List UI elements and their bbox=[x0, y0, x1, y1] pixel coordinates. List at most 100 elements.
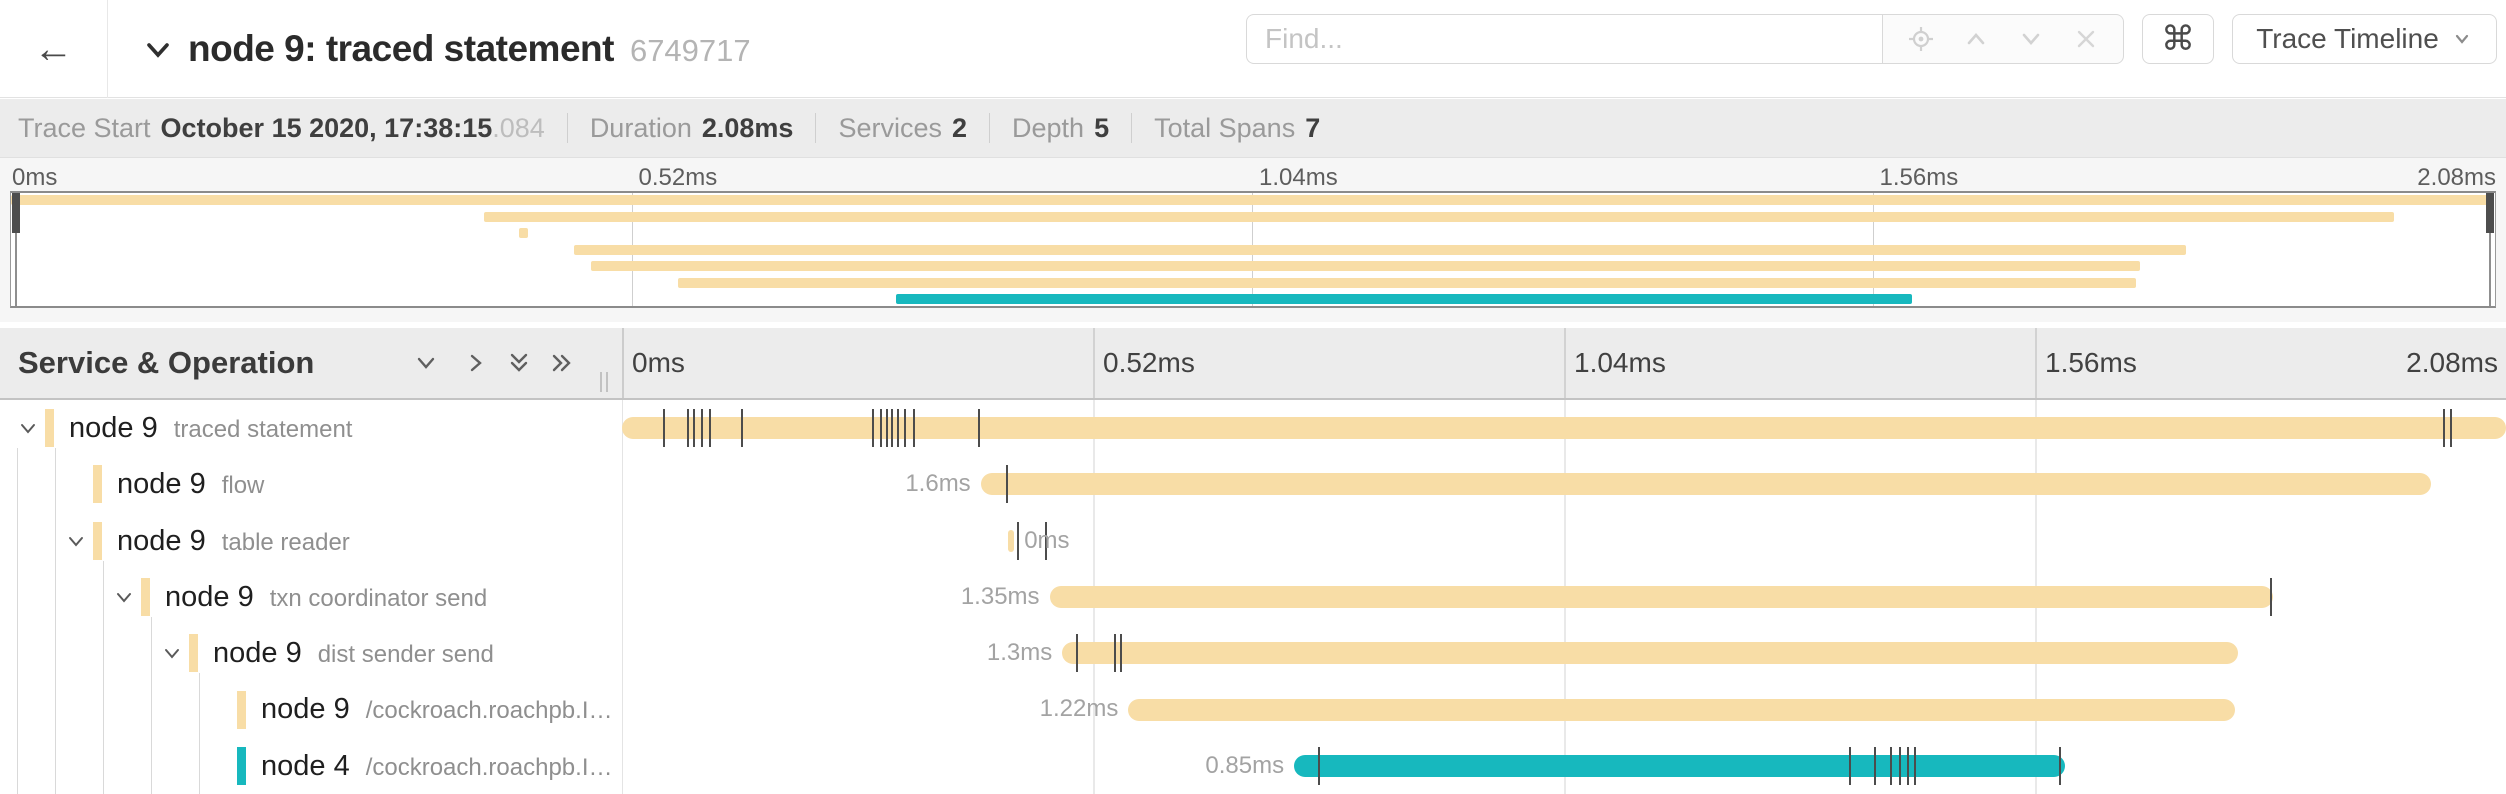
span-log-tick[interactable] bbox=[1317, 746, 1320, 785]
next-result-icon[interactable] bbox=[2016, 24, 2046, 54]
find-input[interactable] bbox=[1246, 14, 1882, 64]
span-log-tick[interactable] bbox=[1907, 746, 1910, 785]
span-row[interactable]: node 4/cockroach.roachpb.I… 0.85ms bbox=[0, 738, 2506, 794]
span-log-tick[interactable] bbox=[1044, 521, 1047, 560]
summary-value: 2 bbox=[951, 112, 968, 143]
view-selector-button[interactable]: Trace Timeline bbox=[2232, 14, 2497, 64]
timeline-header-gridline bbox=[2035, 328, 2037, 398]
minimap-axis-label: 0.52ms bbox=[638, 164, 718, 191]
span-duration-label: 0.85ms bbox=[1205, 751, 1285, 779]
span-duration-label: 1.6ms bbox=[905, 470, 971, 498]
span-log-tick[interactable] bbox=[662, 409, 665, 448]
span-row[interactable]: node 9/cockroach.roachpb.I… 1.22ms bbox=[0, 681, 2506, 737]
span-duration-bar[interactable] bbox=[1049, 585, 2274, 608]
span-log-tick[interactable] bbox=[2059, 746, 2062, 785]
span-collapse-chevron-icon[interactable] bbox=[159, 640, 185, 666]
collapse-one-icon[interactable] bbox=[410, 347, 442, 379]
span-collapse-chevron-icon[interactable] bbox=[63, 528, 89, 554]
span-log-tick[interactable] bbox=[912, 409, 915, 448]
span-row[interactable]: node 9 table reader 0ms bbox=[0, 513, 2506, 569]
service-color-chip bbox=[237, 690, 246, 729]
page-title: node 9: traced statement 6749717 bbox=[188, 0, 751, 98]
operation-name: traced statement bbox=[173, 416, 353, 443]
span-duration-bar[interactable] bbox=[1062, 642, 2238, 665]
span-row[interactable]: node 9 dist sender send 1.3ms bbox=[0, 625, 2506, 681]
span-log-tick[interactable] bbox=[1005, 465, 1008, 504]
expand-one-icon[interactable] bbox=[460, 347, 492, 379]
span-log-tick[interactable] bbox=[687, 409, 690, 448]
span-log-tick[interactable] bbox=[740, 409, 743, 448]
minimap-canvas[interactable] bbox=[10, 191, 2496, 308]
span-log-tick[interactable] bbox=[1113, 634, 1116, 673]
span-name-cell[interactable]: node 9 table reader bbox=[117, 513, 350, 569]
span-duration-bar[interactable] bbox=[622, 417, 2506, 440]
span-duration-label: 1.22ms bbox=[1039, 695, 1119, 723]
span-log-tick[interactable] bbox=[1120, 634, 1123, 673]
trace-collapse-toggle[interactable] bbox=[138, 30, 178, 70]
timeline-axis-label: 2.08ms bbox=[2406, 347, 2498, 378]
span-log-tick[interactable] bbox=[977, 409, 980, 448]
span-log-tick[interactable] bbox=[890, 409, 893, 448]
locate-icon[interactable] bbox=[1906, 24, 1936, 54]
span-log-tick[interactable] bbox=[1016, 521, 1019, 560]
span-log-tick[interactable] bbox=[1849, 746, 1852, 785]
span-row[interactable]: node 9 traced statement bbox=[0, 400, 2506, 456]
column-resize-grip[interactable] bbox=[600, 372, 614, 392]
span-log-tick[interactable] bbox=[2443, 409, 2446, 448]
expand-all-icon[interactable] bbox=[546, 347, 578, 379]
minimap-span-bar bbox=[574, 244, 2187, 255]
span-log-tick[interactable] bbox=[708, 409, 711, 448]
scrubber-right-edge bbox=[2489, 233, 2491, 306]
span-log-tick[interactable] bbox=[2449, 409, 2452, 448]
summary-item: Total Spans 7 bbox=[1154, 113, 1320, 144]
chevron-down-icon bbox=[147, 43, 169, 58]
span-row[interactable]: node 9 flow 1.6ms bbox=[0, 456, 2506, 512]
minimap-span-bar bbox=[519, 228, 528, 239]
span-duration-bar[interactable] bbox=[1128, 698, 2236, 721]
span-name-cell[interactable]: node 9 txn coordinator send bbox=[165, 569, 487, 625]
operation-name: txn coordinator send bbox=[269, 584, 488, 612]
span-collapse-chevron-icon[interactable] bbox=[111, 584, 137, 610]
span-log-tick[interactable] bbox=[880, 409, 883, 448]
span-name-cell[interactable]: node 9 flow bbox=[117, 456, 264, 512]
back-button[interactable]: ← bbox=[0, 0, 108, 98]
span-name-cell[interactable]: node 9 traced statement bbox=[69, 400, 352, 456]
span-name-cell[interactable]: node 9 dist sender send bbox=[213, 625, 494, 681]
summary-item: Duration 2.08ms bbox=[590, 113, 794, 144]
tree-guide-line bbox=[55, 448, 56, 794]
service-name: node 9 bbox=[69, 412, 158, 444]
span-row[interactable]: node 9 txn coordinator send 1.35ms bbox=[0, 569, 2506, 625]
span-log-tick[interactable] bbox=[1075, 634, 1078, 673]
span-log-tick[interactable] bbox=[700, 409, 703, 448]
span-duration-label: 0ms bbox=[1024, 526, 1070, 554]
span-log-tick[interactable] bbox=[903, 409, 906, 448]
span-log-tick[interactable] bbox=[1873, 746, 1876, 785]
minimap-axis-label: 0ms bbox=[12, 164, 58, 191]
span-log-tick[interactable] bbox=[692, 409, 695, 448]
prev-result-icon[interactable] bbox=[1961, 24, 1991, 54]
span-log-tick[interactable] bbox=[1899, 746, 1902, 785]
span-log-tick[interactable] bbox=[2270, 577, 2273, 616]
tree-guide-line bbox=[17, 448, 18, 794]
span-log-tick[interactable] bbox=[886, 409, 889, 448]
span-log-tick[interactable] bbox=[897, 409, 900, 448]
collapse-all-icon[interactable] bbox=[503, 347, 535, 379]
span-name-cell[interactable]: node 4/cockroach.roachpb.I… bbox=[261, 738, 613, 794]
span-log-tick[interactable] bbox=[871, 409, 874, 448]
span-log-tick[interactable] bbox=[1914, 746, 1917, 785]
clear-find-icon[interactable] bbox=[2071, 24, 2101, 54]
scrubber-left-handle[interactable] bbox=[12, 193, 20, 233]
span-collapse-chevron-icon[interactable] bbox=[15, 415, 41, 441]
minimap-axis-label: 1.56ms bbox=[1879, 164, 1959, 191]
span-rows: node 9 traced statement node 9 flow 1.6ms nod… bbox=[0, 400, 2506, 794]
span-duration-bar[interactable] bbox=[1007, 529, 1015, 552]
summary-value-fraction: .084 bbox=[492, 112, 545, 143]
scrubber-right-handle[interactable] bbox=[2486, 193, 2494, 233]
span-duration-bar[interactable] bbox=[980, 473, 2431, 496]
minimap-span-bar bbox=[896, 294, 1912, 305]
span-log-tick[interactable] bbox=[1889, 746, 1892, 785]
summary-divider bbox=[989, 113, 991, 143]
span-duration-bar[interactable] bbox=[1294, 754, 2065, 777]
span-name-cell[interactable]: node 9/cockroach.roachpb.I… bbox=[261, 681, 613, 737]
keyboard-shortcuts-button[interactable]: ⌘ bbox=[2142, 14, 2214, 64]
